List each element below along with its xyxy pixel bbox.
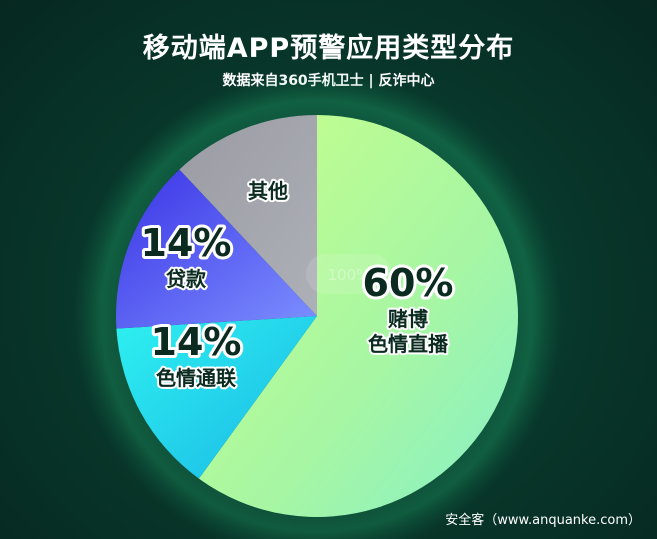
value-label-loan: 14% (141, 221, 232, 265)
center-label: 100% (328, 266, 371, 284)
value-label-porn-contact: 14% (151, 320, 242, 364)
slice-gambling (198, 115, 519, 517)
category-label-gambling: 色情直播 (368, 332, 449, 356)
category-label-loan: 贷款 (166, 267, 207, 291)
slice-loan (116, 169, 317, 329)
center-badge: 100% (306, 254, 392, 294)
chart-title: 移动端APP预警应用类型分布 (142, 33, 515, 64)
category-label-gambling: 赌博 (388, 307, 428, 331)
footer-credit: 安全客（www.anquanke.com） (445, 513, 641, 528)
slice-other (179, 115, 317, 316)
category-label-porn-contact: 色情通联 (156, 366, 236, 390)
slice-porn-contact (116, 316, 318, 479)
category-label-other: 其他 (248, 179, 288, 203)
value-label-gambling: 60% (363, 261, 454, 305)
